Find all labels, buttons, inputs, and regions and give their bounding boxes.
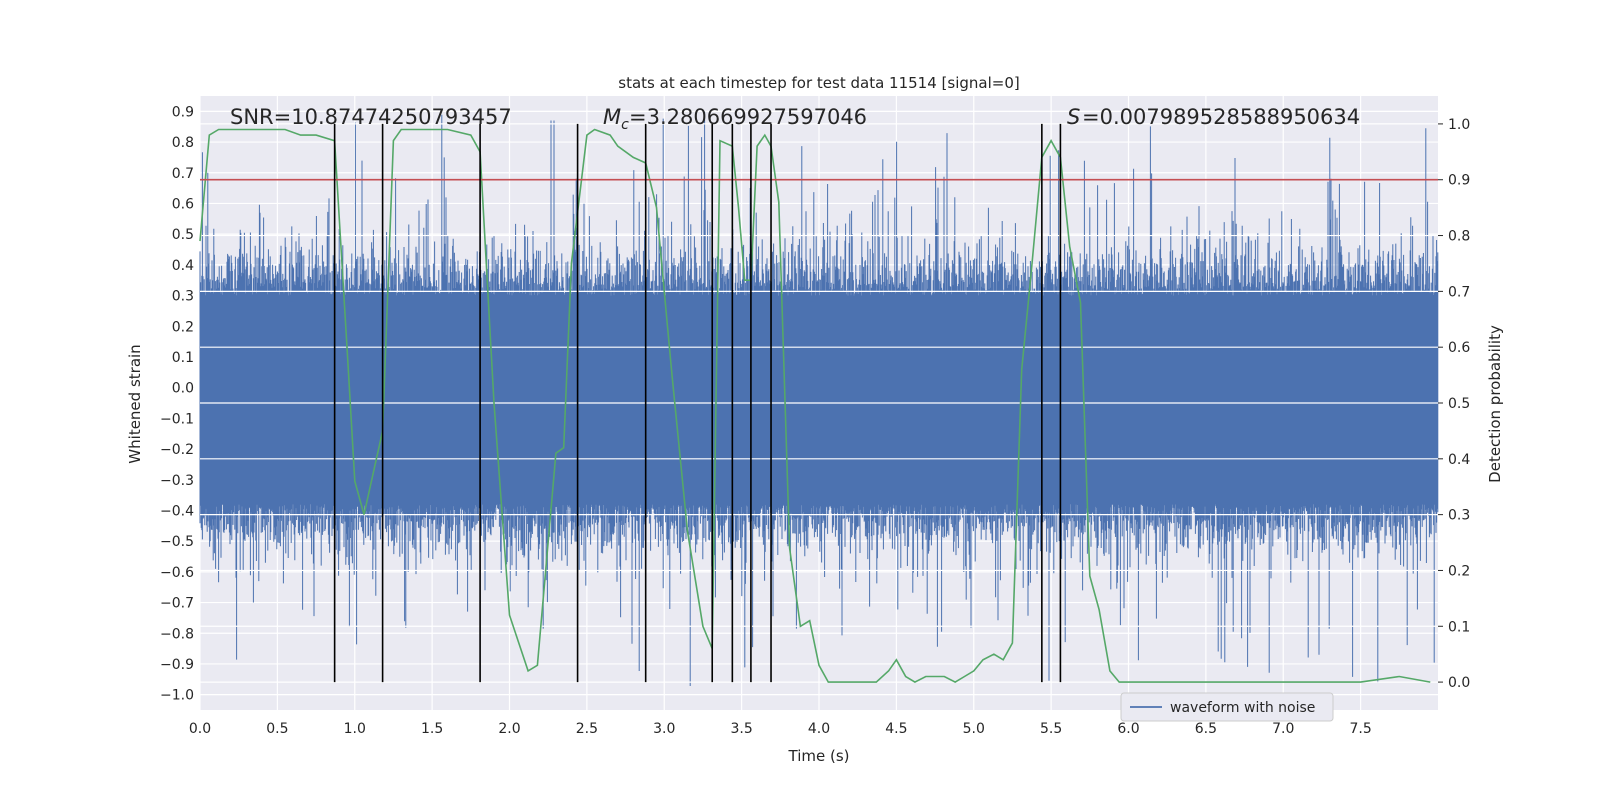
axis-ticks: 0.0 0.5 1.0 1.5 2.0 2.5 3.0 3.5 4.0 4.5 5.0 5.5 6.0 6… bbox=[160, 104, 1470, 737]
x-tick-label: 2.5 bbox=[576, 721, 598, 737]
legend: waveform with noise bbox=[1120, 692, 1334, 722]
x-tick-label: 1.0 bbox=[344, 721, 366, 737]
y-tick-label-right: 0.3 bbox=[1448, 508, 1470, 524]
y-tick-label-left: −0.8 bbox=[160, 626, 194, 642]
x-axis-label: Time (s) bbox=[788, 747, 850, 765]
x-tick-label: 3.0 bbox=[653, 721, 675, 737]
chart-title: stats at each timestep for test data 115… bbox=[618, 74, 1019, 92]
x-tick-label: 7.5 bbox=[1349, 721, 1371, 737]
y-axis-label-left: Whitened strain bbox=[126, 344, 144, 463]
x-tick-label: 6.0 bbox=[1117, 721, 1139, 737]
s-annotation-symbol: S bbox=[1067, 105, 1080, 129]
y-tick-label-right: 1.0 bbox=[1448, 117, 1470, 133]
y-tick-label-right: 0.0 bbox=[1448, 675, 1470, 691]
y-tick-label-left: 0.0 bbox=[172, 381, 194, 397]
x-tick-label: 3.5 bbox=[730, 721, 752, 737]
strain-series bbox=[199, 111, 1439, 686]
x-tick-label: 5.0 bbox=[963, 721, 985, 737]
y-tick-label-right: 0.2 bbox=[1448, 563, 1470, 579]
legend-label: waveform with noise bbox=[1170, 700, 1315, 716]
x-tick-label: 7.0 bbox=[1272, 721, 1294, 737]
y-tick-label-left: −0.7 bbox=[160, 596, 194, 612]
x-tick-label: 4.0 bbox=[808, 721, 830, 737]
y-tick-label-left: 0.5 bbox=[172, 227, 194, 243]
y-tick-label-left: −0.1 bbox=[160, 411, 194, 427]
x-tick-label: 4.5 bbox=[885, 721, 907, 737]
detection-probability-line bbox=[199, 128, 1431, 684]
snr-annotation: SNR=10.87474250793457 bbox=[230, 105, 512, 129]
x-tick-label: 1.5 bbox=[421, 721, 443, 737]
event-markers bbox=[333, 123, 1062, 683]
y-tick-label-left: −0.4 bbox=[160, 503, 194, 519]
y-axis-label-right: Detection probability bbox=[1486, 325, 1504, 483]
x-tick-label: 0.0 bbox=[189, 721, 211, 737]
y-tick-label-right: 0.5 bbox=[1448, 396, 1470, 412]
x-tick-label: 0.5 bbox=[266, 721, 288, 737]
legend-box bbox=[1120, 692, 1334, 722]
y-tick-label-right: 0.1 bbox=[1448, 619, 1470, 635]
y-tick-label-right: 0.4 bbox=[1448, 452, 1470, 468]
y-tick-label-right: 0.9 bbox=[1448, 173, 1470, 189]
y-tick-label-left: 0.9 bbox=[172, 104, 194, 120]
y-tick-label-left: 0.2 bbox=[172, 319, 194, 335]
y-tick-label-right: 0.6 bbox=[1448, 340, 1470, 356]
x-tick-label: 5.5 bbox=[1040, 721, 1062, 737]
mc-annotation: =3.280669927597046 bbox=[629, 105, 867, 129]
y-tick-label-left: −0.3 bbox=[160, 473, 194, 489]
s-annotation: =0.007989528588950634 bbox=[1082, 105, 1360, 129]
y-tick-label-right: 0.8 bbox=[1448, 229, 1470, 245]
y-tick-label-left: −0.9 bbox=[160, 657, 194, 673]
y-tick-label-left: −0.6 bbox=[160, 565, 194, 581]
y-tick-label-left: 0.4 bbox=[172, 258, 194, 274]
x-tick-label: 6.5 bbox=[1195, 721, 1217, 737]
y-tick-label-left: −0.5 bbox=[160, 534, 194, 550]
x-tick-label: 2.0 bbox=[498, 721, 520, 737]
y-tick-label-left: 0.6 bbox=[172, 196, 194, 212]
y-tick-label-left: 0.7 bbox=[172, 166, 194, 182]
y-tick-label-left: 0.1 bbox=[172, 350, 194, 366]
y-tick-label-left: −1.0 bbox=[160, 688, 194, 704]
y-tick-label-right: 0.7 bbox=[1448, 284, 1470, 300]
y-tick-label-left: 0.3 bbox=[172, 289, 194, 305]
y-tick-label-left: 0.8 bbox=[172, 135, 194, 151]
y-tick-label-left: −0.2 bbox=[160, 442, 194, 458]
